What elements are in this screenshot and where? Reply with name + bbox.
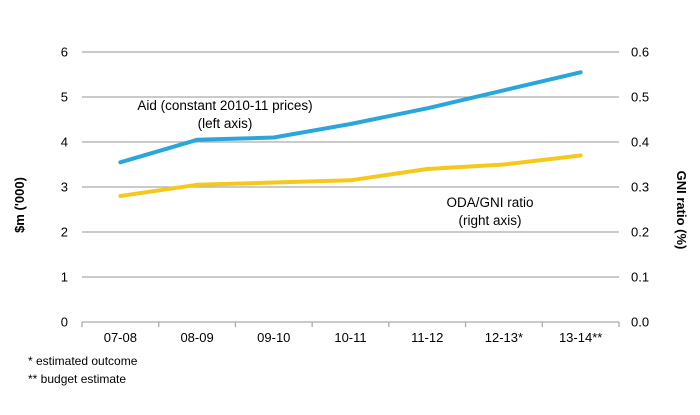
aid-series-label-line1: Aid (constant 2010-11 prices) (137, 98, 312, 113)
right-axis-tick-label: 0.5 (631, 90, 649, 105)
oda-gni-ratio-series (118, 153, 583, 198)
x-axis-category-label: 08-09 (180, 330, 213, 345)
x-axis-category-label: 12-13* (485, 330, 523, 345)
left-axis-tick-label: 0 (61, 315, 68, 330)
footnote-estimated-outcome: * estimated outcome (28, 354, 138, 368)
x-axis-category-label: 11-12 (411, 330, 443, 345)
aid-line-series (118, 70, 583, 165)
left-axis-tick-label: 4 (61, 135, 68, 150)
footnotes: * estimated outcome ** budget estimate (28, 352, 137, 388)
right-axis-tick-label: 0.0 (631, 315, 649, 330)
oda-gni-series-label-line2: (right axis) (458, 213, 521, 228)
x-axis-category-label: 07-08 (104, 330, 137, 345)
footnote-budget-estimate: ** budget estimate (28, 372, 127, 386)
plot-area: 0 0.0 1 0.1 2 0.2 3 0.3 4 0.4 5 0.5 6 0.6 07-08 08-09 09… (61, 45, 649, 346)
left-axis-tick-label: 5 (61, 90, 68, 105)
left-axis-tick-label: 3 (61, 180, 68, 195)
left-axis-tick-label: 2 (61, 225, 68, 240)
x-axis-category-label: 09-10 (257, 330, 290, 345)
x-axis-category-label: 13-14** (559, 330, 602, 345)
x-axis-category-label: 10-11 (334, 330, 366, 345)
aid-series-label-line2: (left axis) (198, 116, 253, 131)
right-axis-tick-label: 0.3 (631, 180, 649, 195)
left-axis-title: $m ('000) (12, 177, 27, 233)
right-axis-tick-label: 0.6 (631, 45, 649, 60)
right-axis-tick-label: 0.4 (631, 135, 649, 150)
left-axis-tick-label: 6 (61, 45, 68, 60)
left-axis-tick-label: 1 (61, 270, 68, 285)
oda-gni-series-label-line1: ODA/GNI ratio (446, 195, 533, 210)
right-axis-tick-label: 0.2 (631, 225, 649, 240)
right-axis-tick-label: 0.1 (631, 270, 649, 285)
right-axis-title: GNI ratio (%) (674, 171, 689, 250)
